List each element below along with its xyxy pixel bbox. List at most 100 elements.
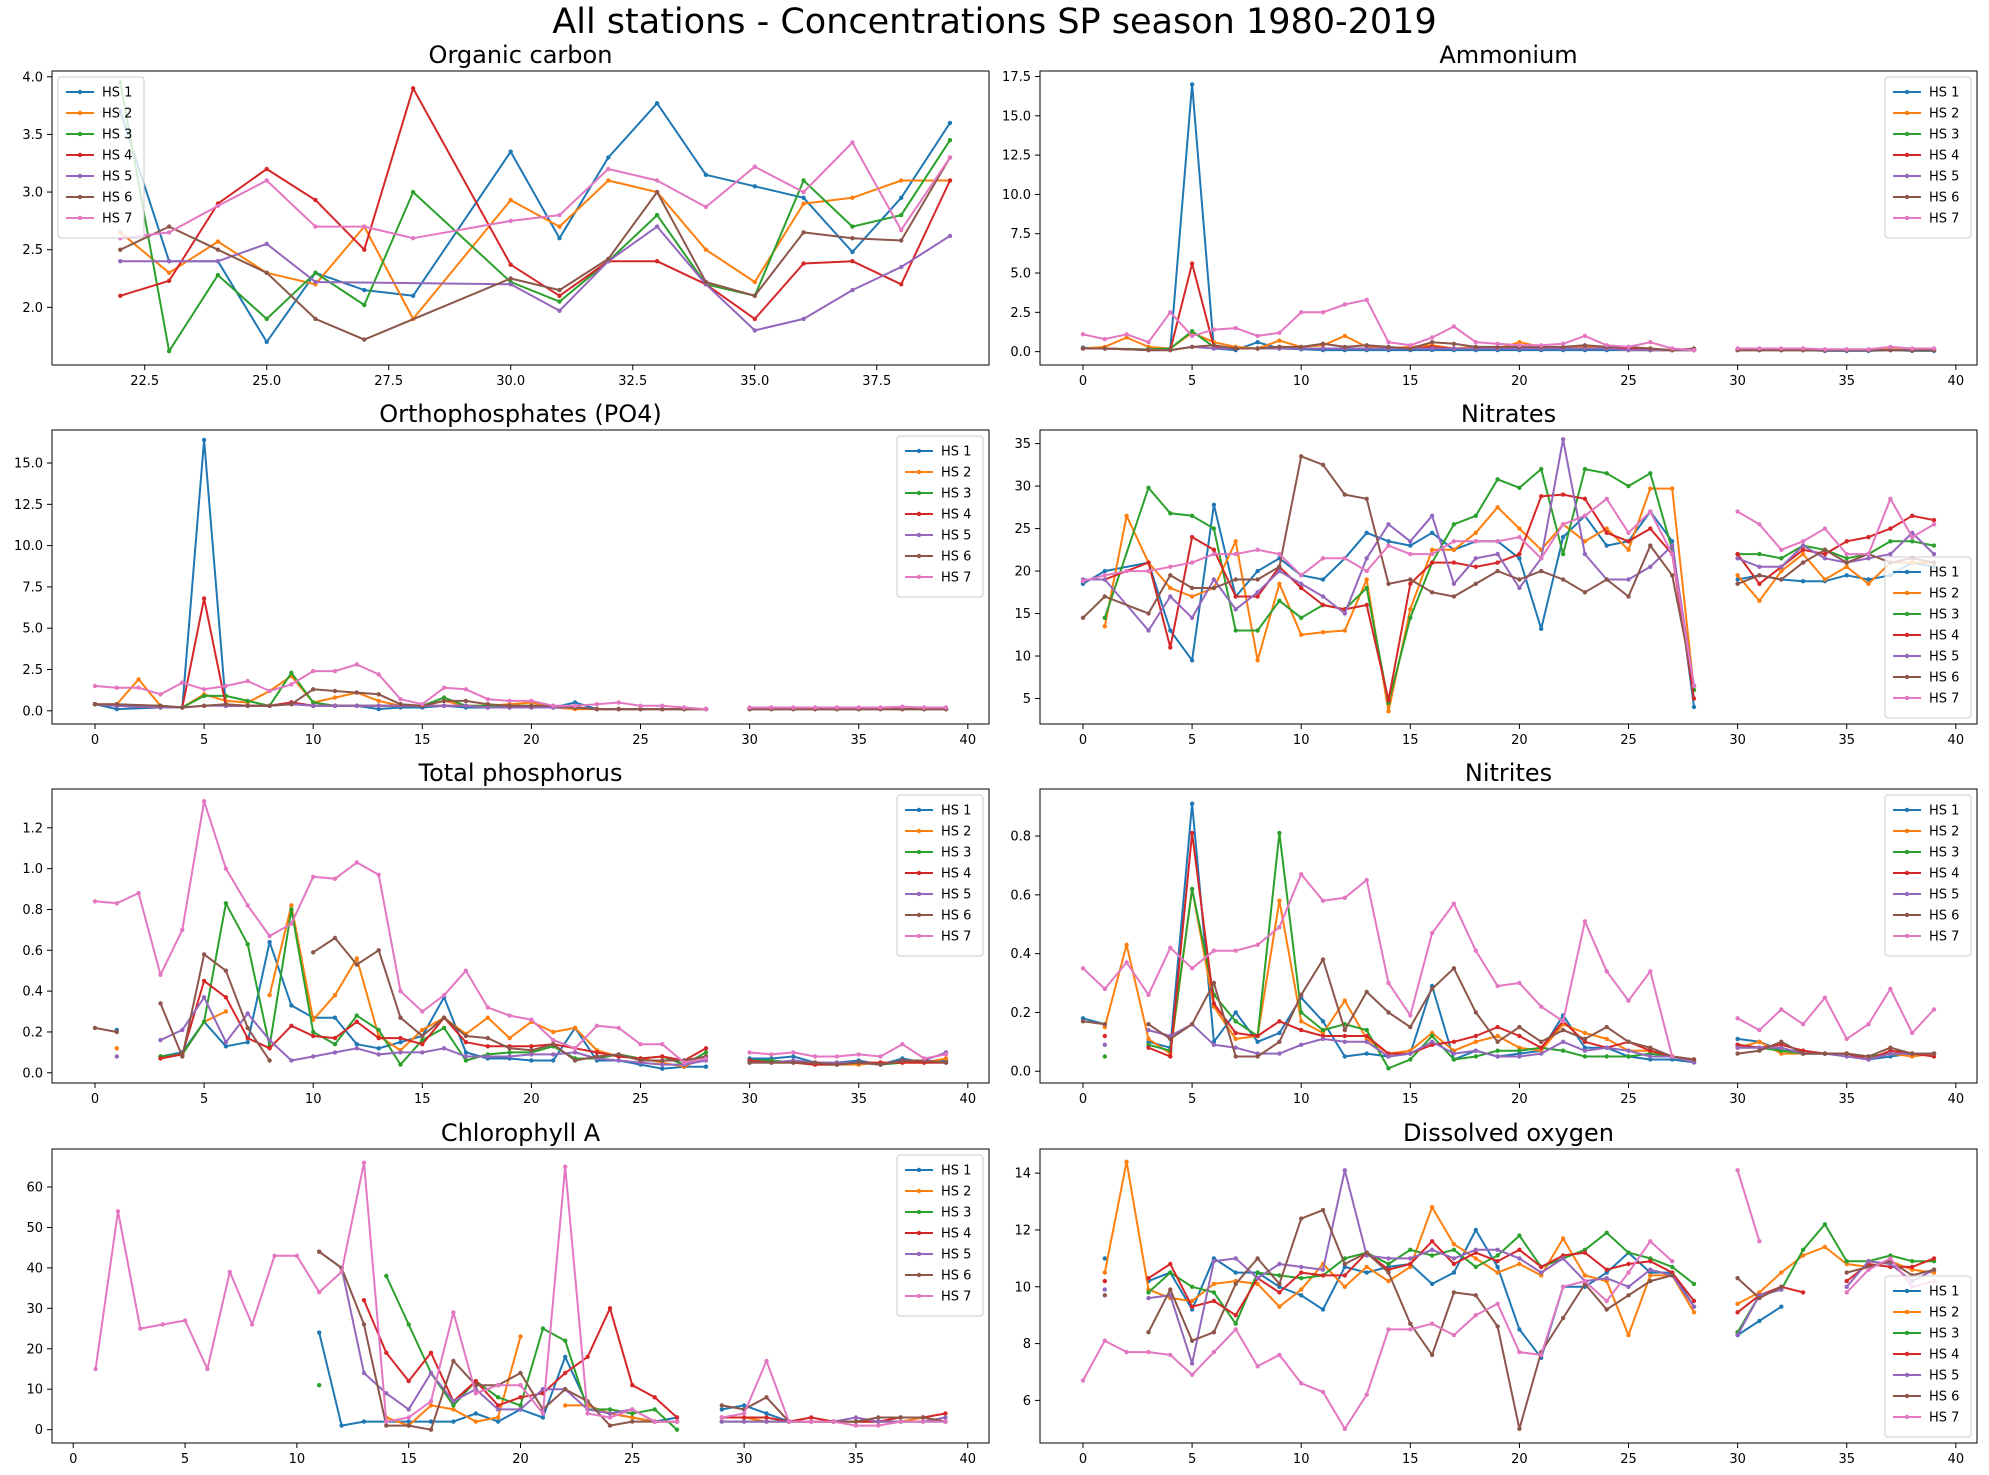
- legend-label: HS 5: [1929, 650, 1959, 665]
- data-point: [741, 1419, 747, 1424]
- data-point: [1495, 1048, 1500, 1053]
- data-point: [1320, 1027, 1326, 1033]
- data-point: [410, 86, 416, 91]
- data-point: [227, 1269, 232, 1275]
- data-point: [1582, 343, 1588, 348]
- x-tick-label: 25: [1620, 1452, 1637, 1467]
- data-point: [1648, 340, 1653, 345]
- data-point: [1277, 564, 1282, 569]
- data-point: [1168, 1270, 1173, 1275]
- x-tick-label: 30: [1729, 733, 1746, 748]
- y-tick-label: 0.4: [1010, 947, 1031, 962]
- x-tick-label: 0: [1079, 1092, 1087, 1107]
- data-point: [428, 1399, 434, 1404]
- data-point: [1626, 1293, 1631, 1298]
- data-point: [114, 1046, 119, 1051]
- data-point: [313, 224, 318, 229]
- data-point: [898, 1419, 903, 1424]
- data-point: [1473, 1227, 1478, 1233]
- data-point: [572, 700, 578, 705]
- data-point: [1233, 1281, 1238, 1287]
- data-point: [376, 692, 381, 697]
- data-point: [557, 287, 562, 293]
- data-point: [1582, 346, 1588, 351]
- legend-marker: [916, 912, 922, 918]
- legend-marker: [1904, 653, 1910, 659]
- series-line: [1148, 1023, 1695, 1064]
- data-point: [485, 705, 490, 710]
- data-point: [1539, 626, 1544, 631]
- data-point: [1495, 505, 1500, 510]
- x-tick-label: 30: [741, 733, 758, 748]
- legend-marker: [1904, 1330, 1910, 1336]
- data-point: [201, 687, 207, 692]
- data-point: [1800, 539, 1806, 544]
- data-point: [1277, 338, 1282, 343]
- data-point: [1146, 1036, 1151, 1042]
- data-point: [1604, 471, 1609, 476]
- data-point: [507, 1013, 512, 1018]
- data-point: [1670, 1264, 1675, 1270]
- data-point: [1146, 1330, 1151, 1335]
- data-point: [1626, 1048, 1631, 1053]
- x-tick-label: 35: [1838, 1092, 1855, 1107]
- data-point: [311, 700, 316, 705]
- data-point: [1320, 310, 1326, 315]
- x-tick-label: 0: [91, 1092, 99, 1107]
- data-point: [1102, 615, 1107, 620]
- x-tick-label: 30: [1729, 374, 1746, 389]
- data-point: [428, 1427, 434, 1432]
- legend-marker: [1904, 590, 1910, 596]
- data-point: [1473, 1039, 1478, 1044]
- data-point: [682, 1060, 687, 1065]
- data-point: [245, 942, 250, 947]
- data-point: [1211, 1298, 1217, 1304]
- data-point: [1299, 1293, 1304, 1298]
- data-point: [201, 1019, 207, 1024]
- data-point: [1735, 1332, 1740, 1338]
- data-point: [420, 1033, 425, 1039]
- data-point: [769, 1052, 774, 1057]
- data-point: [1495, 551, 1500, 557]
- data-point: [719, 1407, 724, 1412]
- data-point: [1604, 1298, 1609, 1304]
- data-point: [115, 1209, 121, 1214]
- data-point: [1146, 1022, 1151, 1027]
- data-point: [1822, 1222, 1828, 1227]
- series-line: [363, 1299, 678, 1419]
- data-point: [1910, 1051, 1915, 1056]
- data-point: [1495, 1270, 1500, 1275]
- legend-marker: [1904, 849, 1910, 855]
- data-point: [354, 956, 359, 961]
- data-point: [660, 1054, 665, 1059]
- data-point: [1408, 577, 1413, 582]
- data-point: [1648, 346, 1653, 351]
- data-point: [1735, 509, 1740, 514]
- data-point: [205, 1366, 210, 1372]
- data-point: [420, 1042, 425, 1047]
- data-point: [607, 1407, 613, 1412]
- data-point: [1670, 346, 1675, 351]
- data-point: [1146, 560, 1151, 565]
- data-point: [1560, 1315, 1566, 1321]
- series-line: [1737, 1040, 1934, 1058]
- data-point: [1604, 343, 1609, 348]
- data-point: [245, 1011, 250, 1016]
- data-point: [1211, 1349, 1217, 1355]
- data-point: [1102, 1256, 1107, 1261]
- data-point: [1582, 1048, 1588, 1053]
- data-point: [1277, 1051, 1282, 1056]
- data-point: [1342, 1027, 1347, 1033]
- x-tick-label: 5: [181, 1452, 189, 1467]
- data-point: [1822, 995, 1828, 1000]
- data-point: [1386, 698, 1391, 703]
- data-point: [1560, 534, 1566, 540]
- data-point: [354, 962, 359, 967]
- data-point: [1473, 1048, 1478, 1053]
- data-point: [764, 1358, 769, 1364]
- data-point: [201, 596, 207, 601]
- data-point: [384, 1391, 389, 1396]
- data-point: [1582, 590, 1588, 595]
- data-point: [1386, 344, 1391, 350]
- series-hs-5: [1080, 437, 1937, 688]
